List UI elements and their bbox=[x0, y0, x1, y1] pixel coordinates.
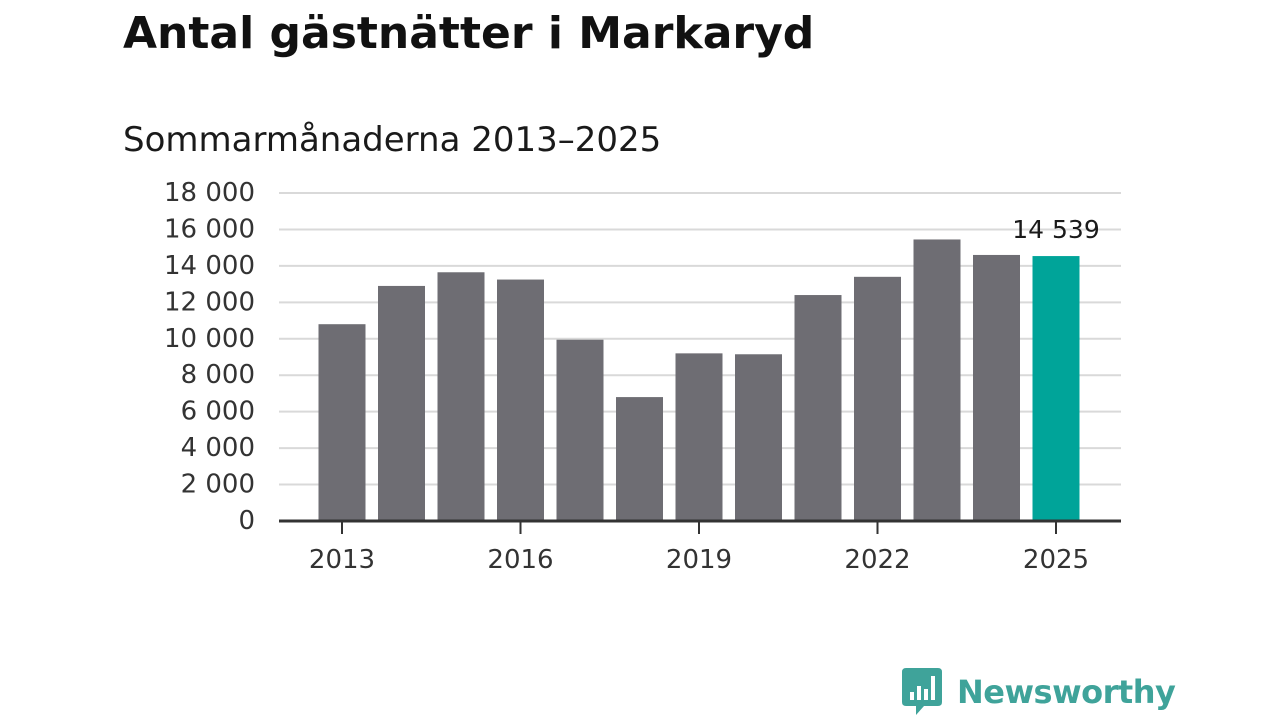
bar-2023 bbox=[913, 239, 961, 521]
bar-2019 bbox=[675, 353, 723, 521]
y-tick-label: 6 000 bbox=[181, 397, 255, 427]
y-tick-label: 0 bbox=[238, 506, 255, 536]
bar-2025 bbox=[1032, 256, 1080, 521]
bar-chart: 0 2 000 4 000 6 000 8 000 10 000 12 000 14 000 1… bbox=[164, 178, 1121, 575]
newsworthy-brand: Newsworthy bbox=[902, 668, 1176, 715]
bar-2022 bbox=[854, 276, 901, 521]
x-tick-label: 2013 bbox=[309, 545, 375, 575]
y-tick-label: 12 000 bbox=[164, 287, 255, 317]
chart-title: Antal gästnätter i Markaryd bbox=[123, 8, 815, 59]
bar-2021 bbox=[794, 295, 842, 521]
x-tick-label: 2019 bbox=[666, 545, 732, 575]
data-label: 14 539 bbox=[1012, 215, 1099, 244]
newsworthy-logo-icon bbox=[902, 668, 942, 715]
y-tick-label: 18 000 bbox=[164, 178, 255, 208]
x-tick-label: 2022 bbox=[844, 545, 910, 575]
bar-2017 bbox=[556, 339, 604, 521]
chart-subtitle: Sommarmånaderna 2013–2025 bbox=[123, 120, 662, 160]
bar-2020 bbox=[735, 354, 782, 521]
y-tick-label: 8 000 bbox=[181, 360, 255, 390]
bar-2013 bbox=[318, 324, 366, 521]
y-tick-label: 10 000 bbox=[164, 324, 255, 354]
y-axis-tick-labels: 0 2 000 4 000 6 000 8 000 10 000 12 000 14 000 1… bbox=[164, 178, 255, 536]
y-tick-label: 2 000 bbox=[181, 470, 255, 500]
y-tick-label: 14 000 bbox=[164, 251, 255, 281]
bar-2016 bbox=[497, 279, 544, 521]
y-tick-label: 4 000 bbox=[181, 433, 255, 463]
annotations: 14 539 bbox=[1012, 215, 1099, 244]
bars bbox=[318, 239, 1080, 521]
x-axis-tick-labels: 2013 2016 2019 2022 2025 bbox=[309, 521, 1089, 575]
bar-2015 bbox=[437, 272, 485, 521]
bar-2014 bbox=[378, 285, 425, 521]
x-tick-label: 2016 bbox=[487, 545, 553, 575]
brand-name: Newsworthy bbox=[957, 673, 1176, 711]
bar-2024 bbox=[973, 254, 1020, 521]
bar-2018 bbox=[616, 397, 663, 521]
x-tick-label: 2025 bbox=[1023, 545, 1089, 575]
y-tick-label: 16 000 bbox=[164, 214, 255, 244]
